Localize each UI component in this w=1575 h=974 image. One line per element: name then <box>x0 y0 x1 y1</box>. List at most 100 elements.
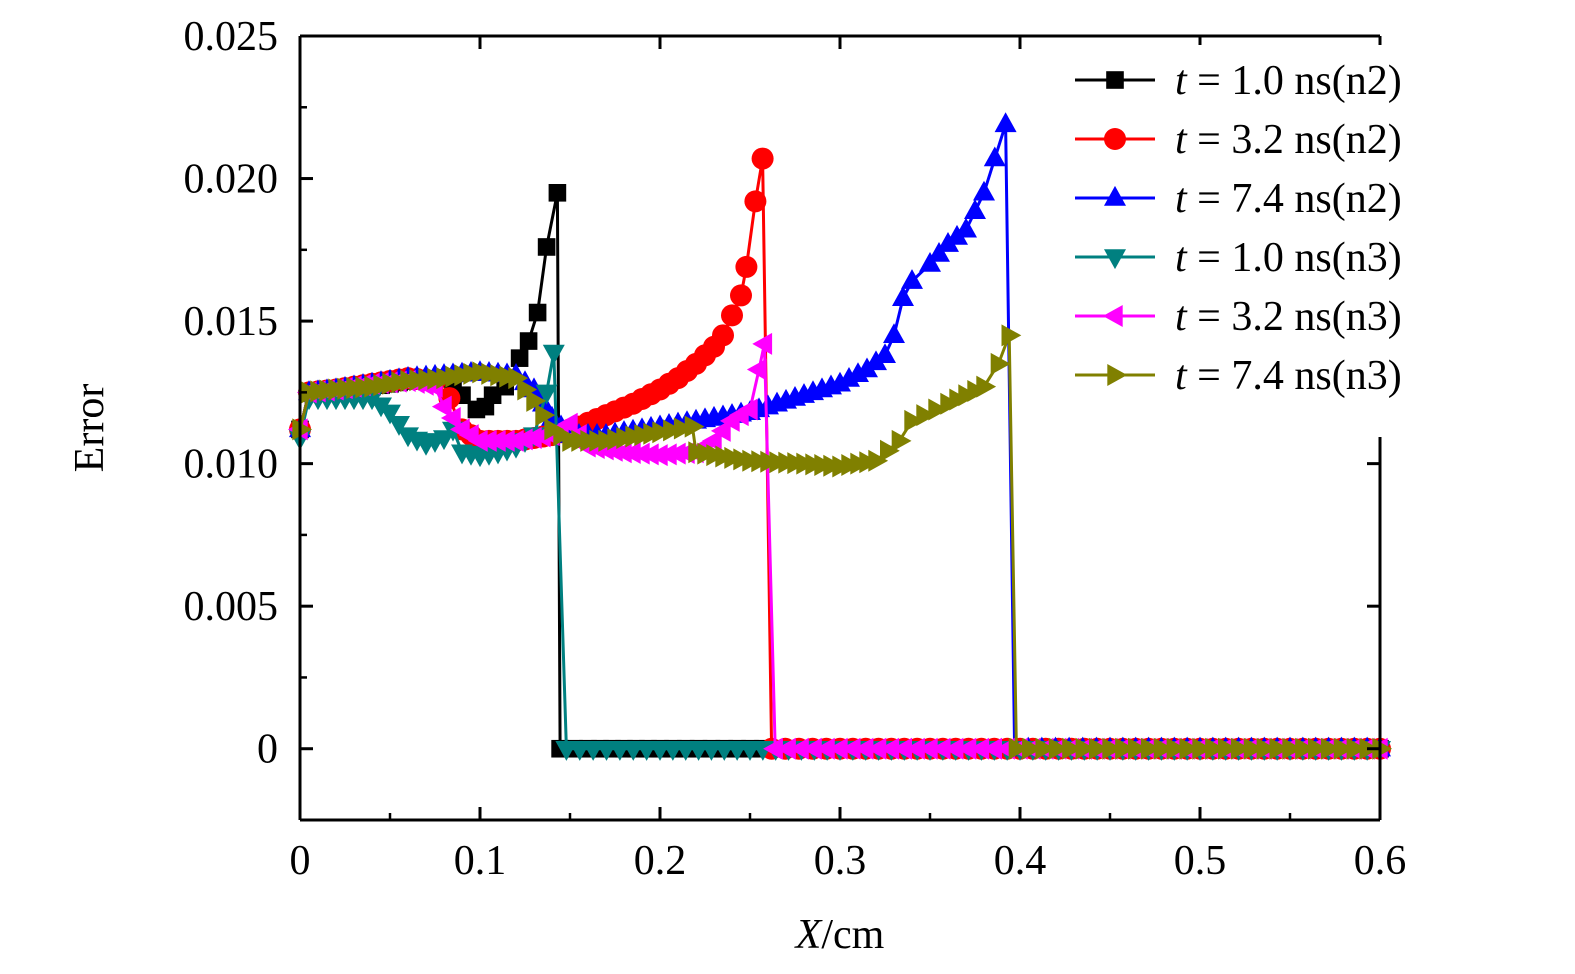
data-point <box>663 419 683 442</box>
data-point <box>1088 737 1109 760</box>
data-point <box>892 286 914 306</box>
legend-marker <box>1104 249 1126 270</box>
data-point <box>982 737 1002 760</box>
data-point <box>905 737 925 760</box>
y-axis-label: Error <box>67 384 113 473</box>
data-point <box>503 429 524 452</box>
data-point <box>1179 737 1200 760</box>
data-point <box>652 421 673 444</box>
data-point <box>1062 737 1082 760</box>
data-point <box>433 430 455 451</box>
data-point <box>976 375 997 398</box>
y-tick-label: 0.005 <box>184 584 279 630</box>
data-point <box>1218 737 1238 760</box>
data-point <box>868 449 889 472</box>
data-point <box>512 428 533 451</box>
legend-label: t = 3.2 ns(n3) <box>1175 294 1402 340</box>
data-point <box>1001 324 1022 347</box>
data-point <box>1346 737 1367 760</box>
data-point <box>901 269 923 289</box>
data-point <box>712 324 734 347</box>
series-6 <box>292 324 1393 760</box>
data-point <box>710 419 731 442</box>
x-tick-label: 0.2 <box>634 838 687 884</box>
axes: 0 0.1 0.2 0.3 0.4 0.5 0.6 0 0.005 0.010 0.015 0.020… <box>184 14 1407 884</box>
data-point <box>752 332 773 355</box>
data-point <box>440 407 461 430</box>
y-tick-label: 0 <box>257 727 278 773</box>
legend-label: t = 1.0 ns(n3) <box>1175 235 1402 281</box>
data-point <box>665 442 686 465</box>
data-point <box>647 444 668 467</box>
data-point <box>916 404 937 427</box>
x-axis-label-var: X <box>794 912 824 958</box>
x-tick-label: 0.3 <box>814 838 867 884</box>
data-point <box>431 395 452 418</box>
legend-label: t = 1.0 ns(n2) <box>1175 58 1402 104</box>
legend-marker <box>1104 128 1126 150</box>
data-point <box>973 180 995 201</box>
data-point <box>883 323 905 344</box>
data-point <box>746 358 767 381</box>
x-tick-label: 0.1 <box>454 838 507 884</box>
legend-label: t = 3.2 ns(n2) <box>1175 117 1402 163</box>
data-point <box>983 146 1006 167</box>
data-point <box>1115 737 1135 760</box>
data-point <box>517 378 538 401</box>
data-point <box>1230 737 1251 760</box>
data-point <box>930 737 951 760</box>
data-point <box>744 190 767 213</box>
data-point <box>1102 737 1123 760</box>
data-point <box>1128 737 1148 760</box>
data-point <box>1140 737 1161 760</box>
x-axis-label: X/cm <box>794 912 885 958</box>
data-point <box>684 415 705 438</box>
legend-marker <box>1107 364 1128 386</box>
data-point <box>789 737 809 760</box>
data-point <box>891 429 912 452</box>
data-point <box>776 737 796 760</box>
data-point <box>892 737 912 760</box>
x-tick-label: 0 <box>290 838 311 884</box>
data-point <box>751 147 774 170</box>
legend-item: t = 1.0 ns(n2) <box>1075 58 1402 104</box>
data-point <box>379 404 401 425</box>
legend-item: t = 7.4 ns(n2) <box>1075 176 1402 222</box>
data-point <box>801 737 822 760</box>
data-point <box>1153 737 1174 760</box>
data-point <box>1035 737 1056 760</box>
data-point <box>1320 737 1341 760</box>
data-point <box>956 737 977 760</box>
data-point <box>1192 737 1213 760</box>
legend-item: t = 3.2 ns(n3) <box>1075 294 1402 340</box>
data-point <box>535 404 556 427</box>
data-point <box>1308 737 1328 760</box>
legend-background <box>1062 45 1512 437</box>
data-point <box>1166 737 1187 760</box>
data-point <box>721 304 743 327</box>
data-point <box>827 737 848 760</box>
x-tick-label: 0.5 <box>1174 838 1227 884</box>
data-point <box>919 251 941 272</box>
data-point <box>656 443 677 466</box>
data-point <box>1256 737 1277 760</box>
data-point <box>969 737 990 760</box>
data-point <box>620 441 641 464</box>
data-point <box>990 352 1011 375</box>
data-point <box>917 737 938 760</box>
data-point <box>388 416 410 436</box>
data-point <box>526 389 547 412</box>
data-point <box>1205 737 1225 760</box>
legend-item: t = 1.0 ns(n3) <box>1075 235 1402 281</box>
data-point <box>737 398 758 421</box>
data-point <box>840 737 861 760</box>
data-point <box>880 439 900 462</box>
data-point <box>548 184 567 202</box>
data-point <box>928 241 950 262</box>
data-point <box>1008 737 1029 760</box>
data-point <box>629 442 650 465</box>
data-point <box>866 737 887 760</box>
data-point <box>673 417 694 440</box>
legend-item: t = 7.4 ns(n3) <box>1075 353 1402 399</box>
